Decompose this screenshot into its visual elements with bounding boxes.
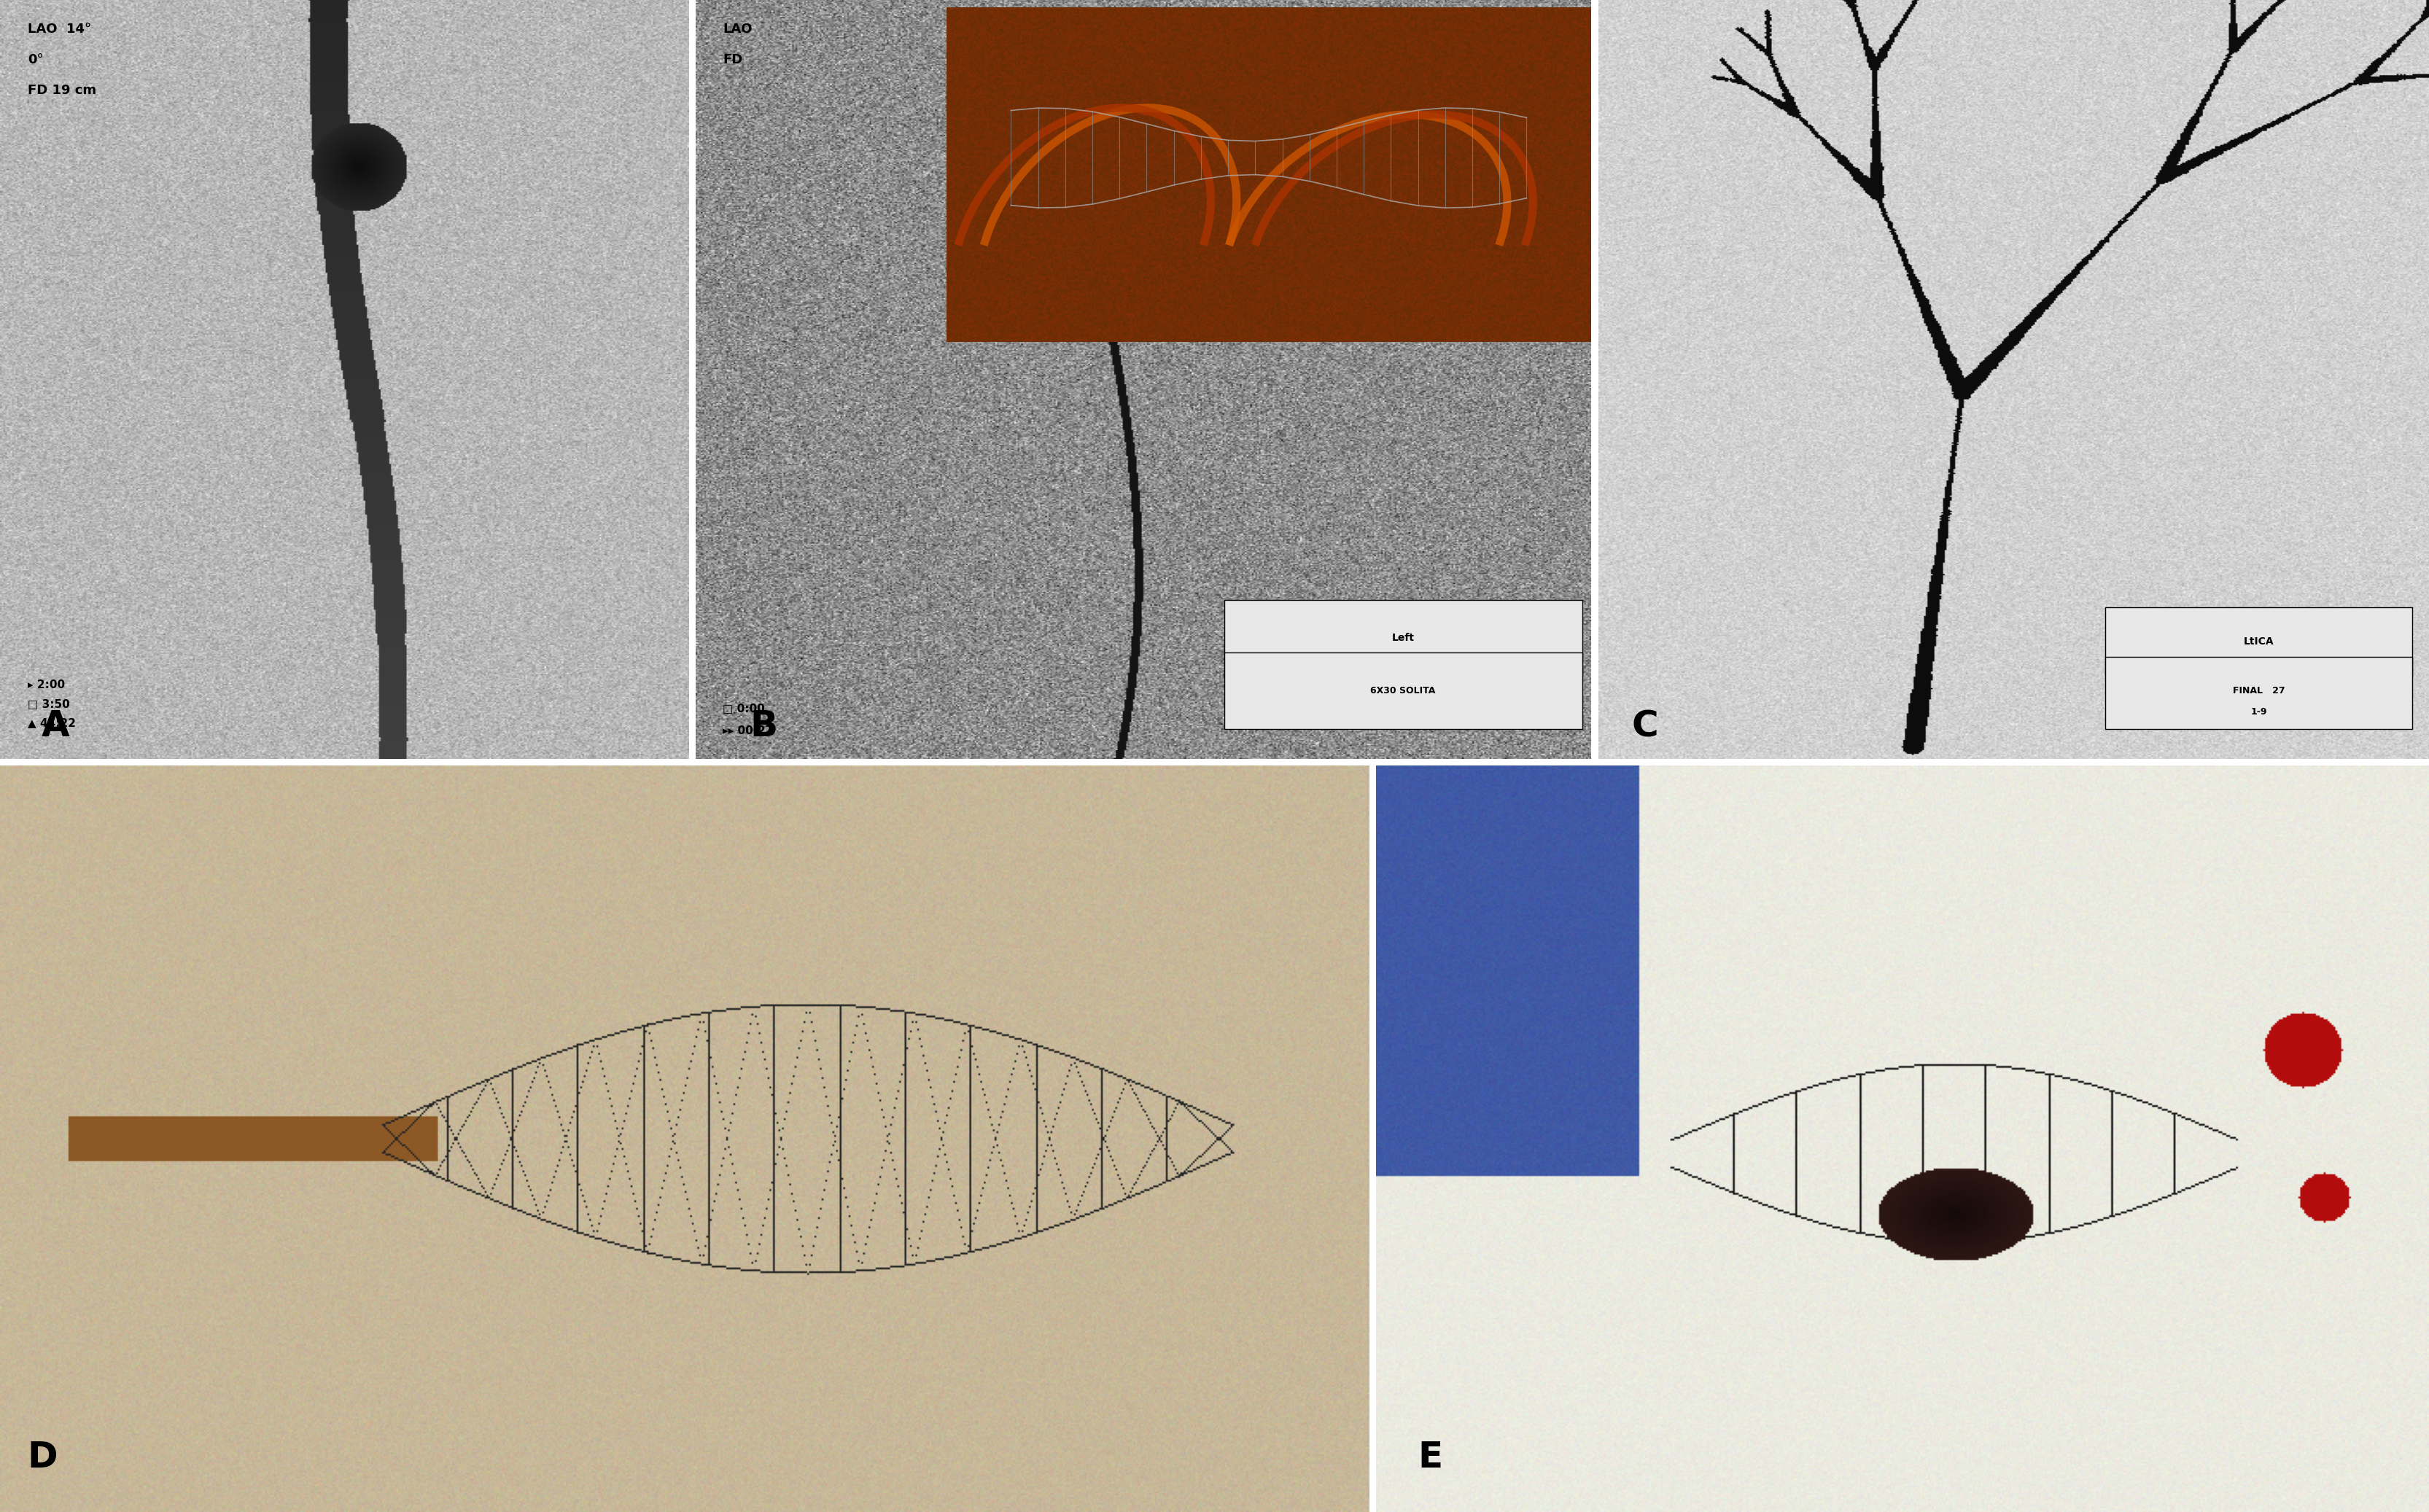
Text: 6X30 SOLITA: 6X30 SOLITA [1370, 686, 1436, 696]
Text: LtICA: LtICA [2244, 637, 2274, 647]
Text: A: A [41, 709, 70, 744]
Text: LAO: LAO [724, 23, 753, 36]
Text: □ 0:00: □ 0:00 [724, 703, 765, 714]
FancyBboxPatch shape [2106, 656, 2412, 729]
Text: □ 3:50: □ 3:50 [27, 699, 70, 709]
Text: E: E [1419, 1439, 1443, 1474]
Text: B: B [751, 709, 777, 744]
Text: ▲ 44:22: ▲ 44:22 [27, 718, 75, 729]
Text: FD 19 cm: FD 19 cm [27, 83, 97, 97]
FancyBboxPatch shape [2106, 608, 2412, 676]
Text: D: D [27, 1439, 58, 1474]
FancyBboxPatch shape [1224, 600, 1581, 676]
Text: ▸ 2:00: ▸ 2:00 [27, 680, 66, 691]
Text: FD: FD [724, 53, 743, 67]
Text: 0°: 0° [27, 53, 44, 67]
Text: Left: Left [1392, 632, 1414, 643]
FancyBboxPatch shape [1224, 653, 1581, 729]
Text: C: C [1632, 709, 1659, 744]
Text: LAO  14°: LAO 14° [27, 23, 90, 36]
Text: 1-9: 1-9 [2252, 708, 2266, 717]
Text: FINAL   27: FINAL 27 [2232, 686, 2286, 696]
Text: ▸▸ 00:27: ▸▸ 00:27 [724, 726, 772, 736]
